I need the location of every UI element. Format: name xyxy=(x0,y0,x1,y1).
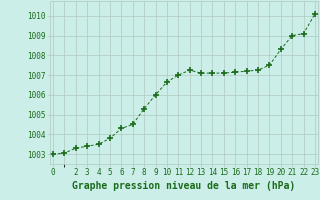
X-axis label: Graphe pression niveau de la mer (hPa): Graphe pression niveau de la mer (hPa) xyxy=(72,181,296,191)
